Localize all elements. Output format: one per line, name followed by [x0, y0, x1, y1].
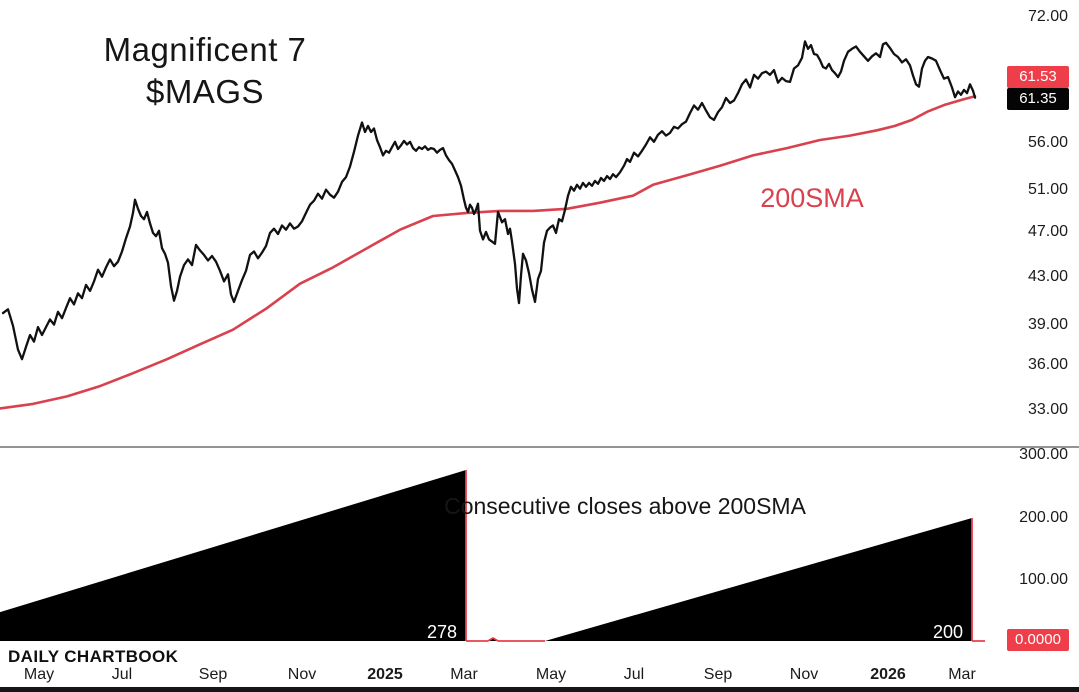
x-axis-tick-year: 2025 — [367, 666, 403, 683]
indicator-zero-badge: 0.0000 — [1007, 629, 1069, 651]
sma-line-label: 200SMA — [760, 183, 864, 213]
x-axis-tick: Jul — [623, 666, 645, 683]
bottom-bar — [0, 687, 1079, 692]
sma-line — [0, 94, 977, 410]
price-value-badge: 61.35 — [1007, 88, 1069, 110]
price-axis-tick: 56.00 — [1027, 134, 1068, 151]
price-axis-tick: 47.00 — [1027, 223, 1068, 240]
chart-title-line2: $MAGS — [145, 73, 265, 110]
x-axis-tick: Nov — [287, 666, 317, 683]
price-line — [1, 40, 977, 361]
indicator-axis-tick: 300.00 — [1019, 446, 1068, 463]
x-axis-tick: May — [23, 666, 55, 683]
price-axis-tick: 36.00 — [1027, 356, 1068, 373]
indicator-axis-tick: 100.00 — [1019, 571, 1068, 588]
x-axis-tick: Nov — [789, 666, 819, 683]
x-axis-tick: Mar — [450, 666, 478, 683]
x-axis-tick: Mar — [948, 666, 976, 683]
chart-title-line1: Magnificent 7 — [103, 31, 307, 68]
x-axis-tick: Sep — [198, 666, 228, 683]
price-axis-tick: 72.00 — [1027, 8, 1068, 25]
price-axis-tick: 43.00 — [1027, 268, 1068, 285]
x-axis-tick: Sep — [703, 666, 733, 683]
series-layer — [0, 40, 985, 642]
watermark: DAILY CHARTBOOK — [8, 647, 179, 666]
indicator-axis-tick: 200.00 — [1019, 509, 1068, 526]
price-axis-tick: 51.00 — [1027, 181, 1068, 198]
price-axis-tick: 33.00 — [1027, 401, 1068, 418]
price-axis-tick: 39.00 — [1027, 316, 1068, 333]
streak-value-label: 200 — [932, 622, 963, 642]
x-axis-tick-year: 2026 — [870, 666, 906, 683]
x-axis-tick: Jul — [111, 666, 133, 683]
streak-value-label: 278 — [426, 622, 457, 642]
streak-reset-line — [465, 470, 985, 642]
sma-value-badge: 61.53 — [1007, 66, 1069, 88]
streak-area — [0, 470, 985, 641]
x-axis-tick: May — [535, 666, 567, 683]
indicator-panel-title: Consecutive closes above 200SMA — [444, 493, 806, 519]
